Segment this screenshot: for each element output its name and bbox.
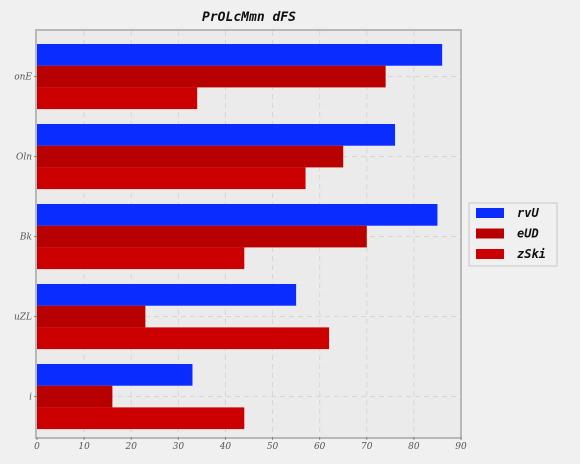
legend-swatch-rvU — [476, 208, 504, 218]
legend: rvU eUD zSki — [468, 202, 558, 267]
legend-swatch-zSki — [476, 249, 504, 259]
bar-zSki-uZL — [37, 327, 330, 350]
y-tick-label: uZL — [14, 313, 32, 323]
bar-eUD-Bk — [37, 225, 367, 248]
bar-rvU-Bk — [37, 204, 438, 226]
legend-swatch-eUD — [476, 228, 504, 239]
bar-eUD-onE — [37, 65, 386, 88]
x-tick-label: 50 — [267, 442, 279, 452]
x-tick-label: 30 — [173, 442, 185, 452]
bar-rvU-onE — [37, 44, 443, 66]
bar-zSki-Oln — [37, 167, 306, 190]
x-tick-label: 0 — [34, 442, 40, 452]
bar-rvU-uZL — [37, 284, 297, 306]
x-tick-label: 90 — [455, 442, 467, 452]
y-tick-label: onE — [14, 73, 32, 83]
chart-title: PrOLcMmn dFS — [202, 10, 296, 25]
x-tick-label: 20 — [124, 442, 137, 452]
bar-zSki-onE — [37, 87, 198, 110]
y-tick-label: i — [29, 393, 32, 403]
legend-label-zSki: zSki — [517, 247, 546, 261]
bars — [37, 44, 443, 430]
x-tick-label: 80 — [408, 442, 420, 452]
y-tick-label: Oln — [16, 153, 32, 163]
x-tick-label: 40 — [219, 442, 232, 452]
legend-label-eUD: eUD — [517, 227, 539, 241]
x-tick-label: 10 — [78, 442, 90, 452]
legend-label-rvU: rvU — [517, 206, 539, 220]
bar-rvU-i — [37, 364, 193, 386]
bar-eUD-uZL — [37, 305, 146, 328]
bar-eUD-i — [37, 385, 113, 408]
y-tick-label: Bk — [19, 233, 32, 243]
bar-rvU-Oln — [37, 124, 396, 146]
bar-zSki-i — [37, 407, 245, 430]
x-tick-label: 70 — [361, 442, 373, 452]
bar-zSki-Bk — [37, 247, 245, 270]
bar-eUD-Oln — [37, 145, 344, 168]
ticks: 0 10 20 30 40 50 60 70 80 90 onE Oln Bk uZL i — [14, 73, 467, 452]
x-tick-label: 60 — [314, 442, 326, 452]
